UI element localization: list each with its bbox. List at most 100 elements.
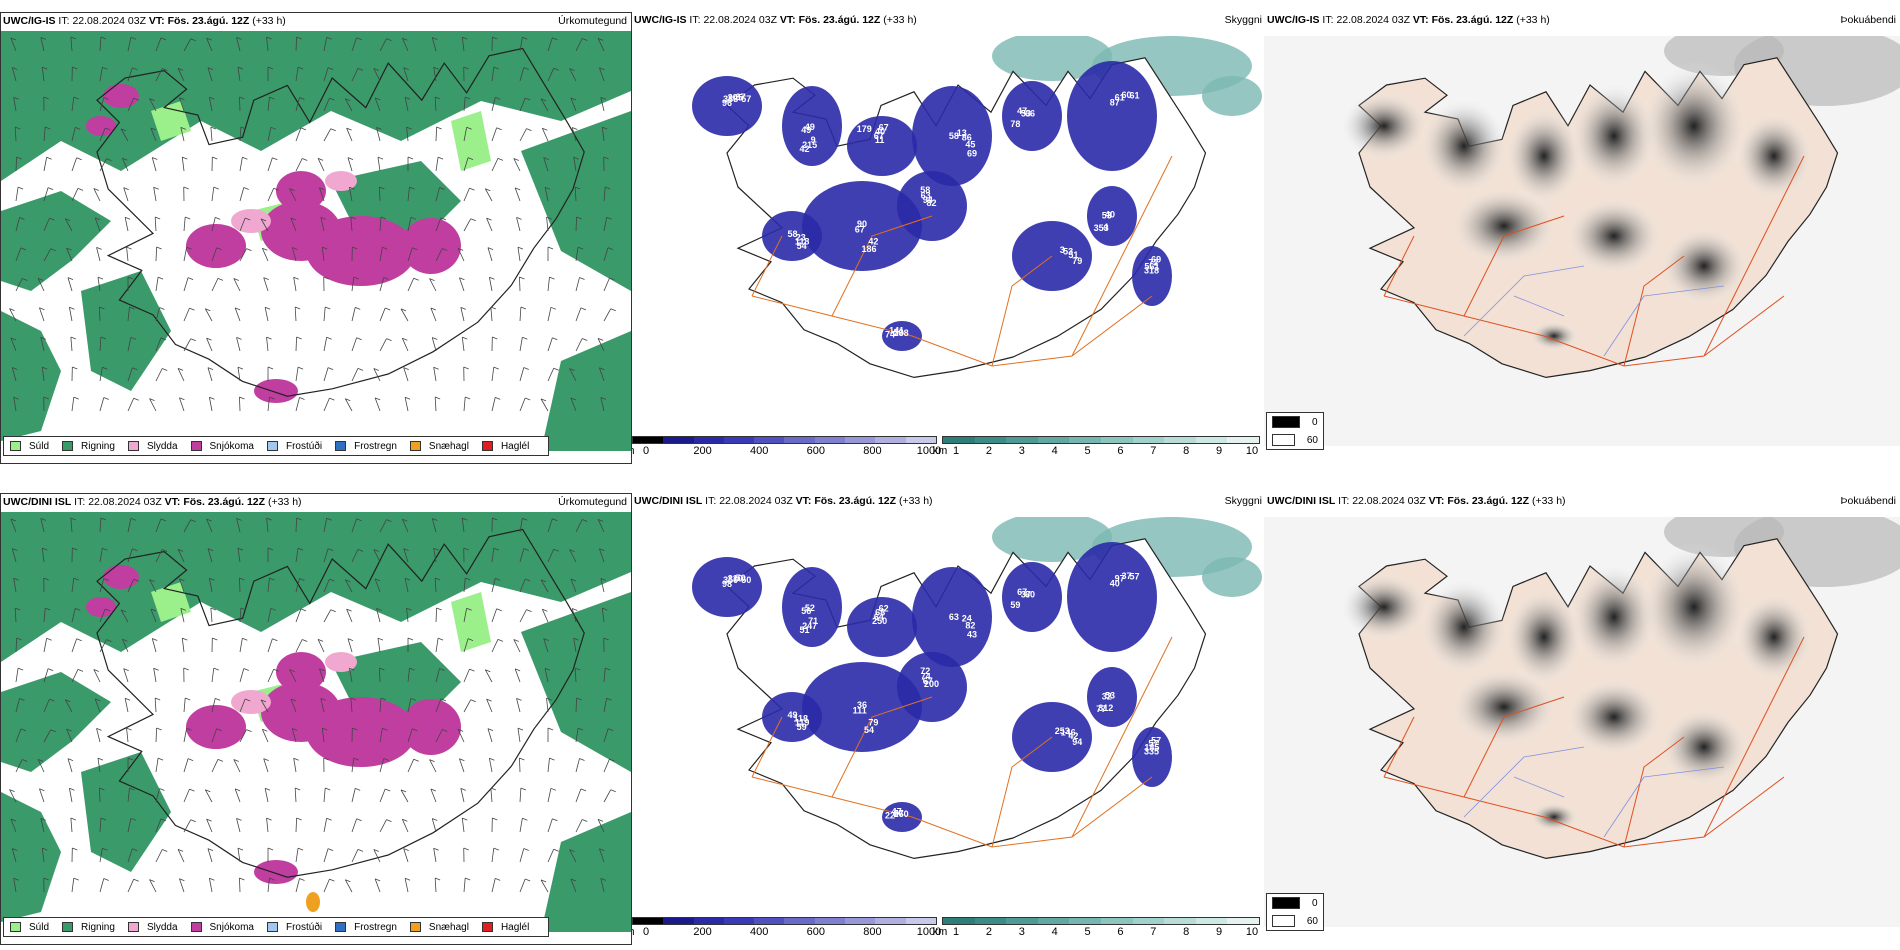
legend-item: Rigning [62, 922, 115, 933]
legend-label: Slydda [146, 921, 178, 933]
snow-area [86, 116, 116, 136]
fog-index-field [1339, 61, 1814, 351]
precip-map [1, 31, 631, 451]
low-ceiling-area [692, 76, 762, 136]
ceiling-value: 146 [1061, 727, 1076, 737]
colorbar-tick: 6 [1117, 926, 1124, 938]
low-ceiling-area [802, 662, 922, 752]
colorbar-tick: 9 [1216, 445, 1223, 457]
colorbar-tick: 3 [1018, 445, 1025, 457]
ceiling-value: 37 [1121, 571, 1131, 581]
legend-label: Rigning [81, 921, 115, 933]
coastline [96, 528, 585, 878]
rain-area [1, 311, 61, 441]
ceiling-value: 4 [1103, 222, 1108, 232]
colorbar-tick: 200 [693, 926, 712, 938]
ceiling-value: 57 [894, 808, 904, 818]
colorbar-cell [1069, 437, 1101, 443]
colorbar-tick: 3 [1018, 926, 1025, 938]
colorbar-cell [1132, 918, 1165, 924]
colorbar-unit: m [632, 926, 635, 938]
colorbar-cell [1069, 918, 1101, 924]
colorbar-tick: 2 [985, 445, 992, 457]
legend-label: Haglél [500, 440, 530, 452]
colorbar-cell [754, 437, 785, 443]
colorbar-cell [943, 437, 975, 443]
model-name: UWC/DINI ISL [634, 495, 703, 507]
ceiling-value-labels: 98 56 62 63 67 57 111 72 94 32 57 49 47 50 52 68 43 37 37 3… [722, 571, 1161, 821]
colorbar-tick: 800 [863, 445, 882, 457]
ceiling-value: 58 [949, 131, 959, 141]
legend-swatch [335, 441, 347, 451]
snow-area [103, 84, 139, 108]
ceiling-value: 66 [1025, 109, 1035, 119]
precip-fields [1, 31, 631, 451]
fog-area [1564, 677, 1664, 757]
ceiling-value: 67 [879, 123, 889, 133]
colorbar-cell [814, 437, 846, 443]
ceiling-value: 60 [1121, 90, 1131, 100]
panel-header: UWC/IG-IS IT: 22.08.2024 03Z VT: Fös. 23… [634, 14, 917, 26]
ceiling-value: 59 [797, 722, 807, 732]
snow-area [86, 597, 116, 617]
fog-area [1339, 91, 1429, 161]
legend-swatch [10, 441, 21, 451]
low-ceiling-area [1002, 81, 1062, 151]
ceiling-value: 57 [741, 94, 751, 104]
colorbar-cell [1006, 918, 1038, 924]
rain-area [81, 271, 171, 391]
rain-area [1, 31, 631, 181]
colorbar-tick: 1 [952, 926, 960, 938]
legend-swatch [190, 922, 202, 932]
colorbar-tick: 2 [985, 926, 992, 938]
rain-area [541, 331, 631, 451]
colorbar-tick: 0 [642, 445, 650, 457]
colorbar-tick: 6 [1117, 445, 1124, 457]
colorbar-cell [633, 437, 664, 443]
fog-index-field [1339, 542, 1814, 832]
legend-swatch [10, 922, 21, 932]
colorbar-cell [1195, 918, 1228, 924]
ceiling-value: 40 [1110, 579, 1120, 589]
colorbar-cell [1037, 918, 1070, 924]
colorbar-cell [1006, 437, 1038, 443]
low-ceiling-area [897, 652, 967, 722]
colorbar-cell [693, 918, 724, 924]
ceiling-value: 57 [1148, 739, 1158, 749]
legend-label: Frostúði [285, 921, 323, 933]
ceiling-value: 350 [723, 575, 738, 585]
legend-item: Rigning [62, 441, 115, 452]
colorbar-tick: 0 [642, 926, 650, 938]
ceiling-value: 53 [1105, 691, 1115, 701]
rivers [1463, 746, 1725, 838]
model-name: UWC/IG-IS [3, 15, 56, 27]
colorbar-cell [905, 918, 936, 924]
fog-area [1449, 667, 1559, 747]
model-name: UWC/DINI ISL [1267, 495, 1336, 507]
low-ceiling-area [912, 567, 992, 667]
panel-title: Úrkomutegund [558, 15, 627, 27]
legend-label: Snæhagl [428, 921, 469, 933]
low-ceiling-area [847, 116, 917, 176]
fog-key: 0 60 [1266, 893, 1324, 931]
ceiling-value: 49 [787, 710, 797, 720]
snow-area [276, 171, 326, 211]
ceiling-value: 141 [889, 326, 904, 336]
legend-label: Frostregn [354, 440, 397, 452]
ceiling-value: 64 [874, 612, 884, 622]
panel-title: Úrkomutegund [558, 496, 627, 508]
ceiling-value: 118 [794, 714, 809, 724]
precip-type-panel-2: UWC/DINI ISL IT: 22.08.2024 03Z VT: Fös.… [0, 493, 632, 945]
panel-title: Skyggni [1224, 495, 1262, 507]
ceiling-value: 318 [1144, 265, 1159, 275]
low-ceiling-area [847, 597, 917, 657]
snow-area [186, 705, 246, 749]
colorbar-tick: 7 [1150, 445, 1157, 457]
graupel-area [306, 892, 320, 912]
legend-label: Súld [29, 921, 50, 933]
low-ceiling-area [1067, 542, 1157, 652]
legend-label: Haglél [500, 921, 530, 933]
colorbar-cell [1227, 437, 1259, 443]
ceiling-value: 186 [861, 244, 876, 254]
ceiling-value: 40 [875, 127, 885, 137]
